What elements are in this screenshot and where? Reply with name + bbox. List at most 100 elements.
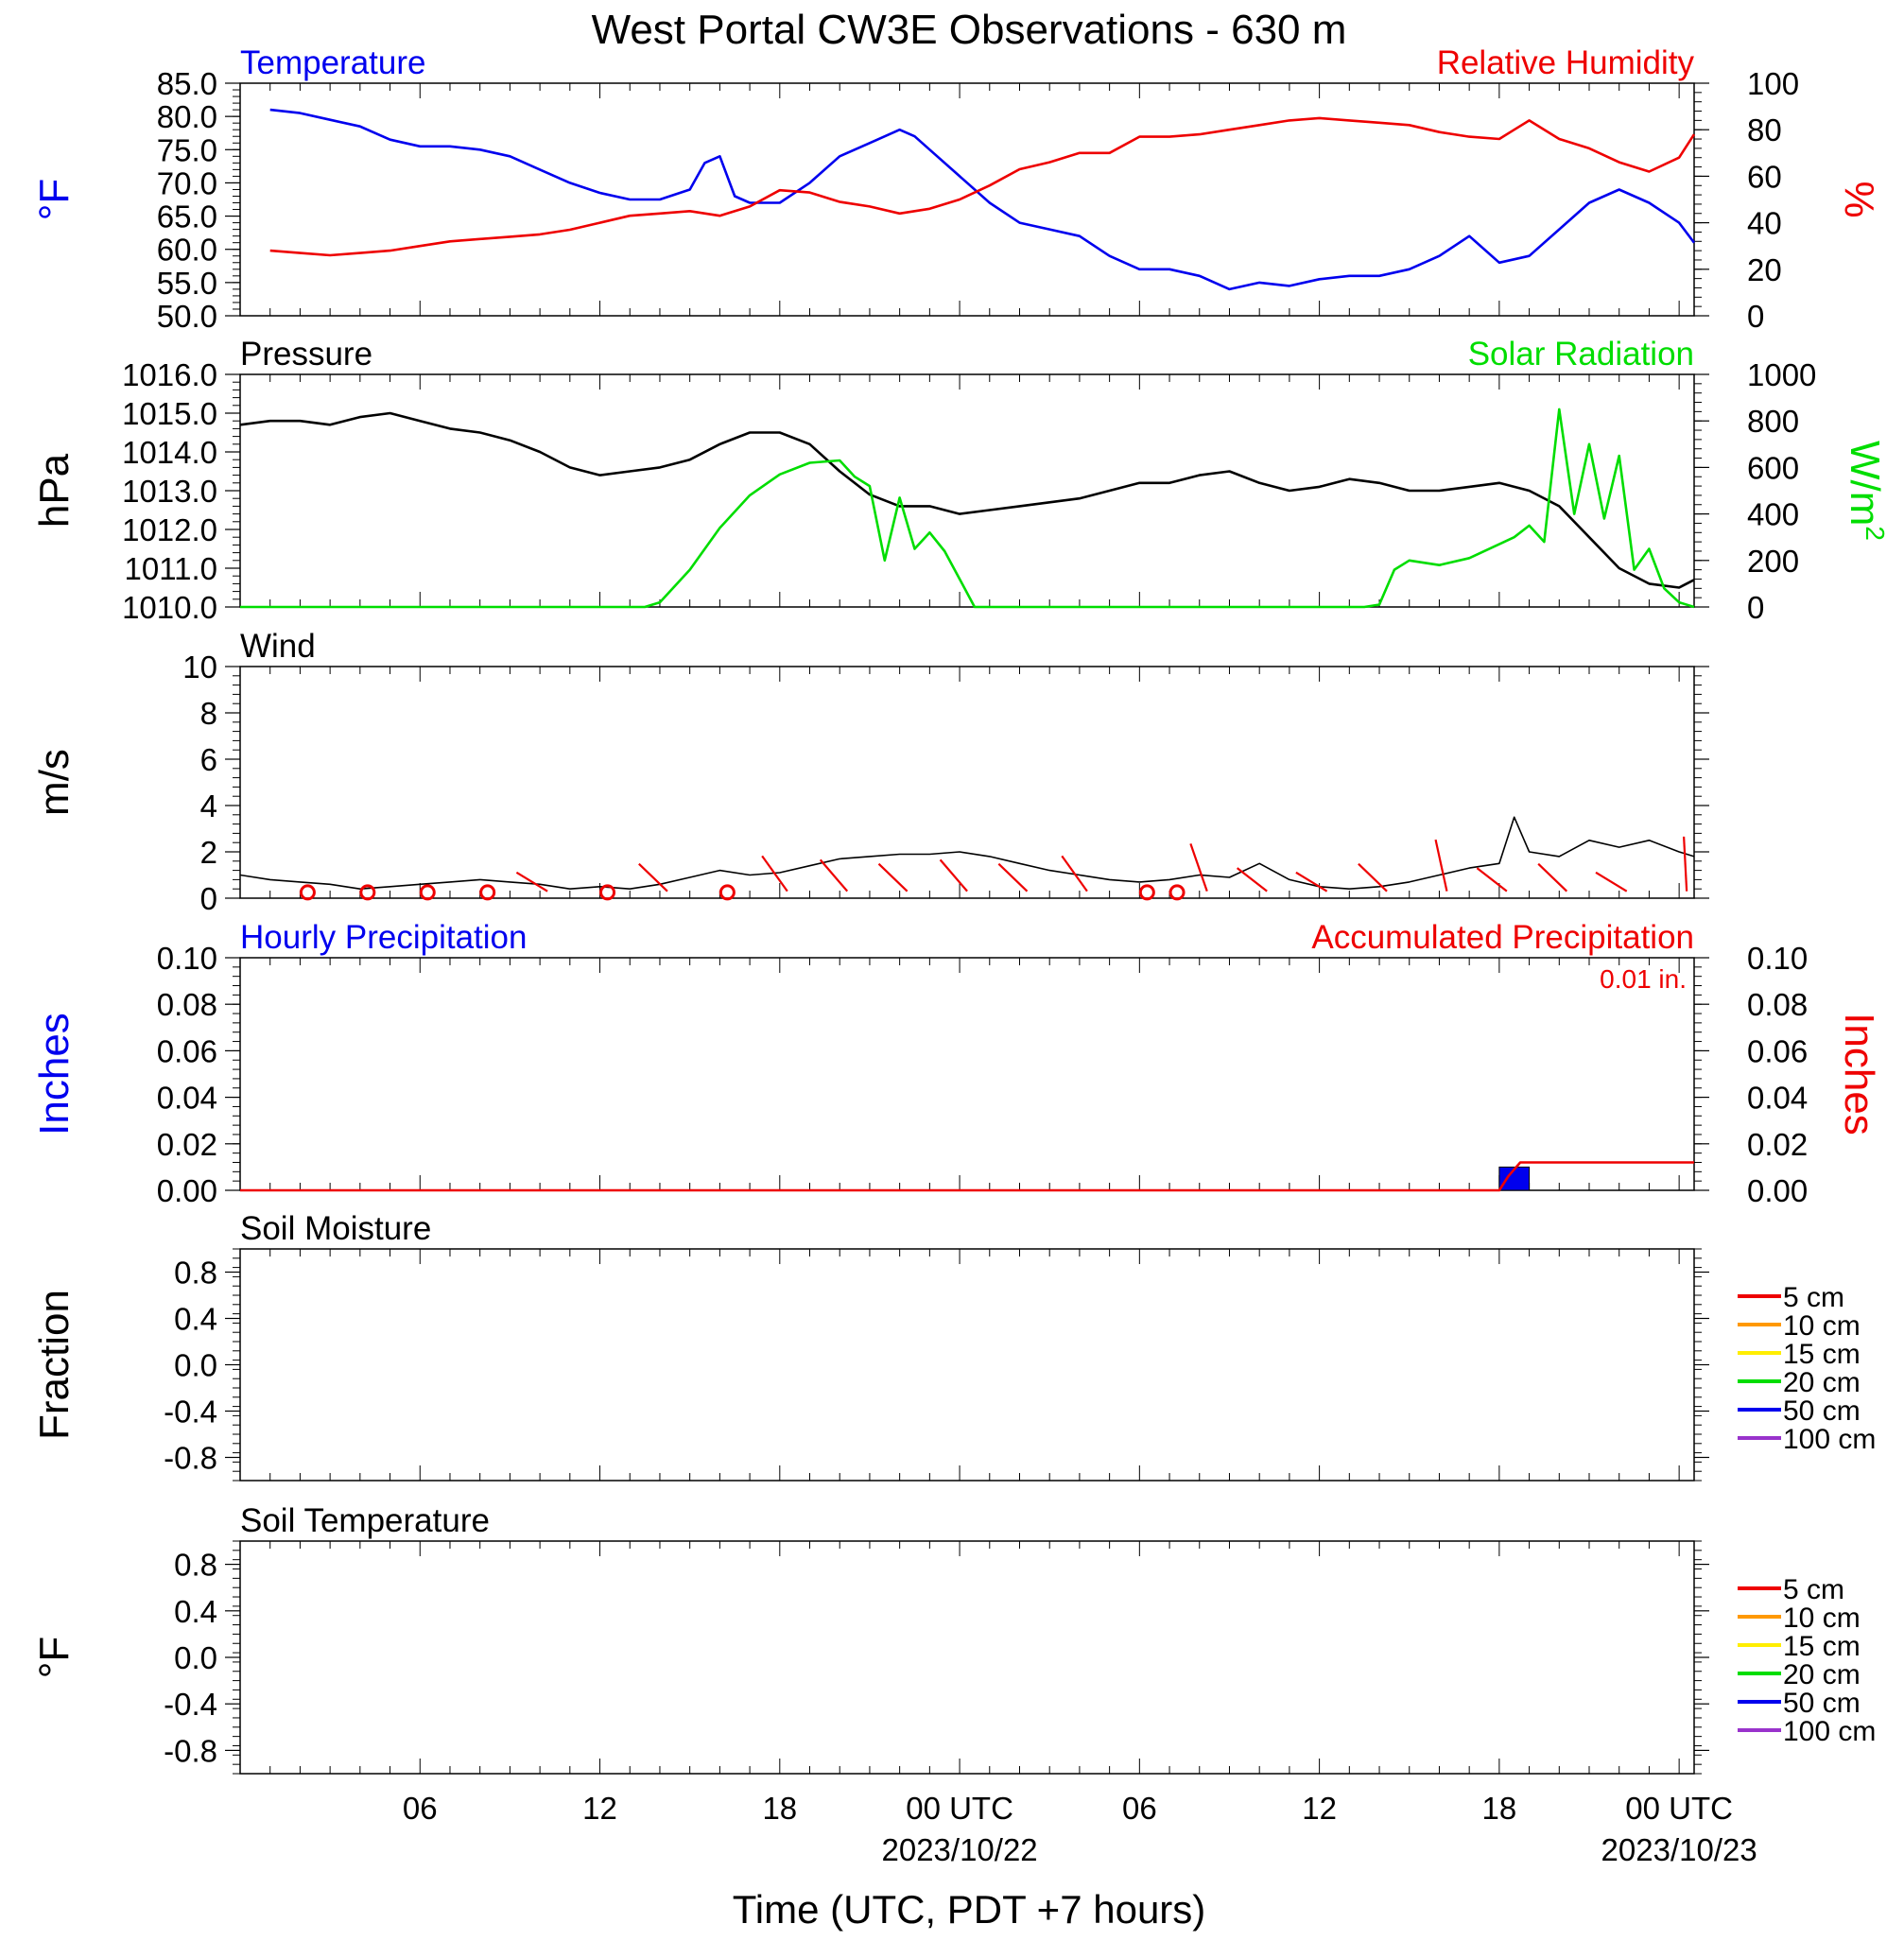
y-tick-label: 1014.0	[122, 435, 217, 470]
y-right-tick-label: 0.10	[1747, 941, 1808, 976]
calm-wind-circle	[1168, 884, 1186, 901]
legend-label: 15 cm	[1783, 1339, 1861, 1370]
right-axis-label-superscript: 2	[1861, 526, 1890, 541]
calm-wind-circle	[718, 884, 736, 901]
y-right-tick-label: 0.08	[1747, 987, 1808, 1022]
precipitation-panel: 0.00 0.02 0.04 0.06 0.08 0.10 Inches Hourly Pre…	[31, 919, 1882, 1208]
y-right-tick-label: 40	[1747, 206, 1782, 241]
left-axis-label: m/s	[31, 749, 78, 816]
legend-label: 5 cm	[1783, 1282, 1844, 1313]
y-tick-label: 10	[182, 650, 217, 685]
y-right-tick-label: 0.06	[1747, 1033, 1808, 1068]
panel-right-title: Solar Radiation	[1468, 336, 1694, 373]
x-tick-label: 12	[1302, 1791, 1337, 1826]
calm-wind-circle	[479, 884, 496, 901]
y-tick-label: -0.4	[164, 1687, 217, 1722]
y-tick-label: 0.10	[157, 941, 217, 976]
wind-barb	[819, 858, 849, 893]
legend-label: 20 cm	[1783, 1367, 1861, 1398]
wind-barb	[939, 858, 968, 893]
legend-label: 20 cm	[1783, 1659, 1861, 1690]
wind-barb	[1236, 867, 1268, 893]
y-tick-label: 0	[200, 881, 217, 916]
accumulated-precipitation-line	[240, 1161, 1694, 1192]
wind-barb	[515, 871, 548, 893]
legend-label: 50 cm	[1783, 1395, 1861, 1427]
legend-label: 5 cm	[1783, 1574, 1844, 1605]
wind-barb	[1295, 871, 1328, 893]
y-tick-label: -0.8	[164, 1441, 217, 1476]
panel-frame	[239, 82, 1695, 317]
wind-barb	[1061, 855, 1088, 893]
y-right-tick-label: 0.04	[1747, 1081, 1808, 1116]
y-right-tick-label: 200	[1747, 544, 1799, 579]
y-tick-label: 0.08	[157, 987, 217, 1022]
y-tick-label: 50.0	[157, 299, 217, 334]
left-axis-label: °F	[31, 179, 78, 220]
y-tick-label: 4	[200, 789, 217, 823]
temperature-humidity-panel: 50.055.060.065.070.075.080.085.0 °F Temper…	[31, 44, 1882, 334]
y-tick-label: -0.8	[164, 1733, 217, 1768]
y-tick-label: 60.0	[157, 233, 217, 268]
x-tick-date-label: 2023/10/23	[1601, 1832, 1757, 1867]
wind-barb	[638, 862, 668, 893]
y-tick-label: 55.0	[157, 266, 217, 301]
panel-left-title: Temperature	[240, 44, 425, 81]
y-tick-label: 2	[200, 835, 217, 870]
panel-frame	[239, 1248, 1695, 1482]
legend-label: 100 cm	[1783, 1716, 1876, 1747]
x-tick-label: 18	[1482, 1791, 1517, 1826]
wind-barb	[997, 862, 1029, 893]
y-tick-label: 0.8	[174, 1256, 217, 1291]
panel-frame	[239, 373, 1695, 608]
y-right-tick-label: 100	[1747, 66, 1799, 101]
relative-humidity-line	[269, 116, 1696, 257]
panel-left-title: Hourly Precipitation	[240, 919, 527, 956]
chart-title: West Portal CW3E Observations - 630 m	[592, 7, 1347, 53]
y-tick-label: 0.4	[174, 1302, 217, 1337]
panel-right-title: Relative Humidity	[1437, 44, 1695, 81]
right-axis-label: %	[1836, 181, 1882, 217]
wind-barb	[1189, 843, 1208, 893]
y-right-tick-label: 1000	[1747, 357, 1816, 392]
x-axis-label: Time (UTC, PDT +7 hours)	[733, 1887, 1206, 1932]
panel-frame	[239, 957, 1695, 1191]
y-tick-label: 1013.0	[122, 474, 217, 509]
wind-barb	[1476, 867, 1508, 893]
y-tick-label: 0.06	[157, 1033, 217, 1068]
y-right-tick-label: 400	[1747, 497, 1799, 532]
right-axis-label: Inches	[1836, 1013, 1882, 1135]
panel-frame	[239, 1540, 1695, 1775]
y-right-tick-label: 0	[1747, 590, 1764, 625]
y-tick-label: 1016.0	[122, 357, 217, 392]
y-right-tick-label: 800	[1747, 404, 1799, 439]
y-tick-label: 0.02	[157, 1127, 217, 1162]
calm-wind-circle	[1138, 884, 1155, 901]
y-tick-label: 65.0	[157, 199, 217, 234]
y-right-tick-label: 0.02	[1747, 1127, 1808, 1162]
y-right-tick-label: 0.00	[1747, 1173, 1808, 1208]
legend-label: 10 cm	[1783, 1310, 1861, 1342]
y-tick-label: 85.0	[157, 66, 217, 101]
x-tick-label: 18	[762, 1791, 797, 1826]
panel-right-title: Accumulated Precipitation	[1311, 919, 1694, 956]
y-tick-label: 0.8	[174, 1548, 217, 1583]
left-axis-label: Inches	[31, 1013, 78, 1135]
y-tick-label: 6	[200, 742, 217, 777]
panel-left-title: Wind	[240, 628, 316, 665]
solar-radiation-line	[240, 407, 1695, 609]
x-tick-label: 06	[403, 1791, 438, 1826]
calm-wind-circle	[419, 884, 436, 901]
wind-barb	[877, 862, 909, 893]
y-right-tick-label: 20	[1747, 252, 1782, 287]
y-tick-label: 0.4	[174, 1594, 217, 1629]
legend-label: 10 cm	[1783, 1603, 1861, 1634]
y-right-tick-label: 60	[1747, 159, 1782, 194]
calm-wind-circle	[359, 884, 376, 901]
x-tick-label: 06	[1122, 1791, 1157, 1826]
y-tick-label: 1012.0	[122, 512, 217, 547]
y-tick-label: 1010.0	[122, 590, 217, 625]
legend-label: 100 cm	[1783, 1424, 1876, 1455]
